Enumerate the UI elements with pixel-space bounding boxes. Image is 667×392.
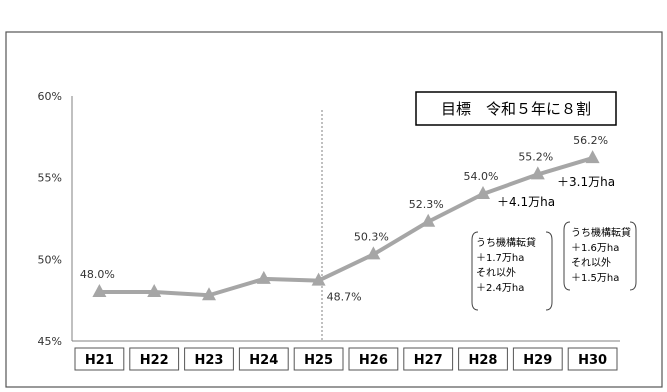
increment-label-h29: ＋3.1万ha (557, 175, 615, 189)
x-tick-label: H27 (414, 353, 443, 368)
x-category-box (567, 347, 618, 371)
series-line (92, 150, 600, 301)
note-h29-line1: うち機構転貸 (571, 226, 631, 239)
data-point-marker (585, 150, 600, 164)
x-category-box (512, 347, 563, 371)
x-tick-label: H30 (578, 353, 607, 368)
x-category-box (348, 347, 399, 371)
data-label: 55.2% (518, 150, 553, 163)
data-point-marker (366, 246, 381, 260)
x-tick-label: H29 (523, 353, 552, 368)
y-axis-ticks: 45% 50% 55% 60% (38, 90, 62, 348)
plot-area (71, 96, 620, 342)
data-label: 52.3% (409, 198, 444, 211)
y-tick-label: 60% (38, 90, 62, 103)
data-point-marker (421, 213, 436, 227)
data-label: 56.2% (573, 134, 608, 147)
breakdown-note-h28: うち機構転貸 ＋1.7万ha それ以外 ＋2.4万ha (471, 231, 553, 311)
y-tick-label: 45% (38, 335, 62, 348)
data-label: 54.0% (464, 170, 499, 183)
x-tick-label: H22 (140, 353, 169, 368)
x-tick-label: H28 (469, 353, 498, 368)
data-point-marker (202, 287, 216, 301)
data-point-marker (147, 284, 162, 297)
increment-label-h28: ＋4.1万ha (497, 195, 555, 209)
x-category-box (293, 347, 344, 371)
data-label: 48.7% (327, 291, 362, 304)
x-category-box (74, 347, 125, 371)
x-tick-label: H21 (85, 353, 114, 368)
y-tick-label: 50% (38, 253, 62, 266)
x-tick-label: H23 (195, 353, 224, 368)
breakdown-note-h29: うち機構転貸 ＋1.6万ha それ以外 ＋1.5万ha (563, 221, 637, 291)
chart-border (5, 31, 663, 388)
x-tick-label: H24 (249, 353, 278, 368)
note-h28-line4: ＋2.4万ha (476, 283, 524, 294)
x-category-box (238, 347, 289, 371)
data-point-marker (530, 166, 545, 180)
data-point-marker (311, 272, 326, 286)
data-point-marker (476, 186, 490, 199)
target-box-text: 目標 令和５年に８割 (441, 100, 591, 118)
x-category-box (458, 347, 508, 371)
data-label: 48.0% (80, 268, 115, 281)
x-category-box (129, 347, 180, 371)
series-path (99, 156, 594, 298)
data-point-marker (92, 284, 107, 297)
note-h28-line1: うち機構転貸 (476, 236, 536, 249)
note-h29-line3: それ以外 (571, 257, 611, 269)
note-h29-line4: ＋1.5万ha (571, 273, 619, 284)
note-h28-line2: ＋1.7万ha (476, 253, 524, 264)
x-category-box (184, 347, 234, 371)
note-h28-line3: それ以外 (476, 267, 516, 279)
x-category-box (403, 347, 454, 371)
data-label: 50.3% (354, 230, 389, 243)
note-h29-line2: ＋1.6万ha (571, 243, 619, 254)
x-axis-categories: H21 H22 H23 H24 H25 H26 H27 H28 H29 H30 (74, 347, 618, 371)
target-box: 目標 令和５年に８割 (415, 91, 617, 126)
data-labels: 48.0% 48.7% 50.3% 52.3% 54.0% 55.2% 56.2% (80, 134, 608, 304)
data-point-marker (256, 270, 271, 284)
y-tick-label: 55% (38, 172, 62, 185)
x-tick-label: H25 (304, 353, 333, 368)
x-tick-label: H26 (359, 353, 388, 368)
